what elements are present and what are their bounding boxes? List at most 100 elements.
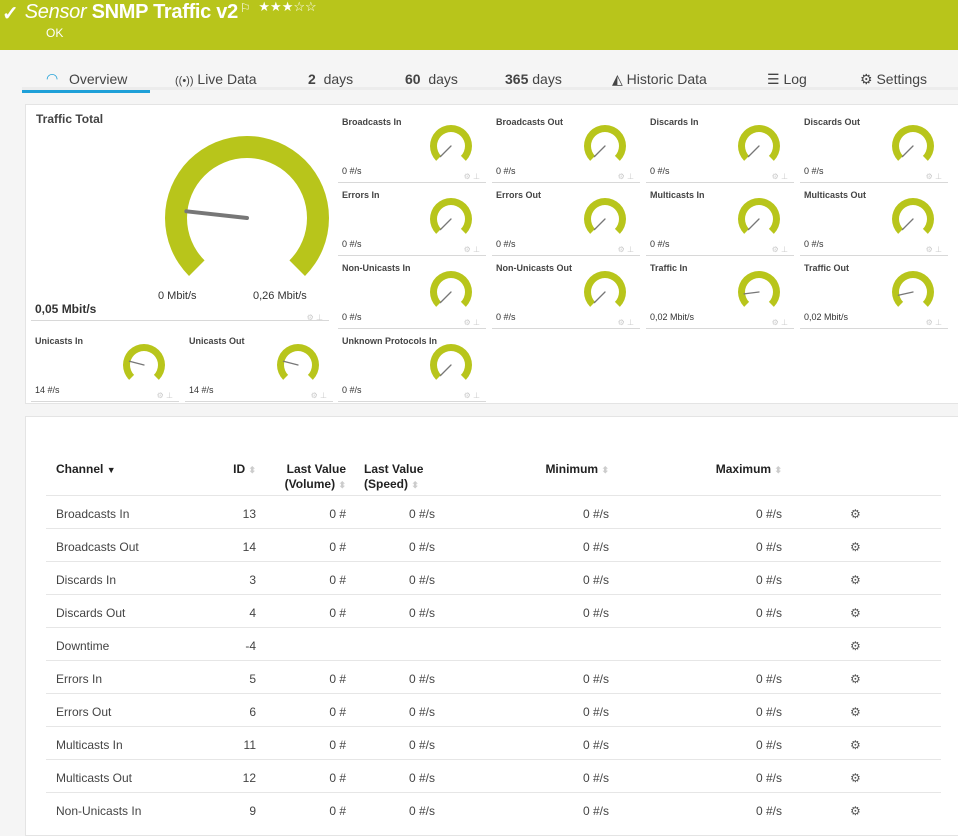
cell-channel[interactable]: Multicasts Out bbox=[46, 758, 196, 792]
col-maximum[interactable]: Maximum ⬍ bbox=[609, 450, 782, 495]
tab-60-days[interactable]: 60 days bbox=[405, 71, 458, 87]
cell-speed: 0 #/s bbox=[346, 758, 435, 792]
gauge-needle bbox=[897, 291, 914, 296]
cell-channel[interactable]: Errors Out bbox=[46, 692, 196, 726]
channel-settings-icon[interactable]: ⚙ bbox=[782, 692, 941, 726]
cell-channel[interactable]: Errors In bbox=[46, 659, 196, 693]
mini-gauge bbox=[584, 271, 626, 307]
table-row[interactable]: Errors In 5 0 # 0 #/s 0 #/s 0 #/s ⚙ bbox=[46, 659, 941, 693]
gauge-name: Traffic Out bbox=[804, 263, 850, 273]
gauge-tools-icons[interactable]: ⚙ ⊥ bbox=[771, 172, 788, 181]
gauge-tools-icons[interactable]: ⚙ ⊥ bbox=[156, 391, 173, 400]
gauge-needle bbox=[747, 145, 760, 158]
gauge-value: 0 #/s bbox=[342, 385, 362, 395]
table-row[interactable]: Errors Out 6 0 # 0 #/s 0 #/s 0 #/s ⚙ bbox=[46, 692, 941, 726]
cell-volume: 0 # bbox=[256, 494, 346, 528]
sensor-title: Sensor SNMP Traffic v2 ⚐ bbox=[25, 1, 251, 24]
table-row[interactable]: Discards Out 4 0 # 0 #/s 0 #/s 0 #/s ⚙ bbox=[46, 593, 941, 627]
flag-icon[interactable]: ⚐ bbox=[239, 1, 251, 15]
gauge-card[interactable]: Broadcasts In 0 #/s ⚙ ⊥ bbox=[338, 114, 486, 183]
gauge-tools-icons[interactable]: ⚙ ⊥ bbox=[463, 172, 480, 181]
channel-settings-icon[interactable]: ⚙ bbox=[782, 626, 941, 660]
channel-settings-icon[interactable]: ⚙ bbox=[782, 494, 941, 528]
tab-settings[interactable]: ⚙ Settings bbox=[860, 71, 927, 88]
gauge-tools-icons[interactable]: ⚙ ⊥ bbox=[771, 318, 788, 327]
gauge-tools-icons[interactable]: ⚙ ⊥ bbox=[925, 318, 942, 327]
cell-channel[interactable]: Broadcasts In bbox=[46, 494, 196, 528]
gauge-arc bbox=[738, 271, 780, 307]
tab-2-days[interactable]: 2 days bbox=[308, 71, 353, 87]
cell-channel[interactable]: Discards In bbox=[46, 560, 196, 594]
gauge-card[interactable]: Broadcasts Out 0 #/s ⚙ ⊥ bbox=[492, 114, 640, 183]
tab-log[interactable]: ☰ Log bbox=[767, 71, 807, 88]
cell-id: 5 bbox=[196, 659, 256, 693]
priority-stars[interactable]: ★★★☆☆ bbox=[258, 0, 317, 14]
gauge-tools-icons[interactable]: ⚙ ⊥ bbox=[306, 313, 323, 322]
cell-id: 11 bbox=[196, 725, 256, 759]
gauge-tools-icons[interactable]: ⚙ ⊥ bbox=[617, 245, 634, 254]
tab-live-data[interactable]: ((•)) Live Data bbox=[175, 71, 257, 87]
channel-settings-icon[interactable]: ⚙ bbox=[782, 791, 941, 825]
cell-channel[interactable]: Multicasts In bbox=[46, 725, 196, 759]
tab-num: 2 bbox=[308, 71, 316, 87]
gauge-card[interactable]: Unicasts Out 14 #/s ⚙ ⊥ bbox=[185, 333, 333, 402]
tab-365-days[interactable]: 365 days bbox=[505, 71, 562, 87]
gauge-card[interactable]: Unknown Protocols In 0 #/s ⚙ ⊥ bbox=[338, 333, 486, 402]
gauge-tools-icons[interactable]: ⚙ ⊥ bbox=[463, 318, 480, 327]
gauge-tools-icons[interactable]: ⚙ ⊥ bbox=[463, 391, 480, 400]
gauge-tools-icons[interactable]: ⚙ ⊥ bbox=[310, 391, 327, 400]
cell-channel[interactable]: Non-Unicasts In bbox=[46, 791, 196, 825]
gauge-card[interactable]: Non-Unicasts In 0 #/s ⚙ ⊥ bbox=[338, 260, 486, 329]
gauge-tools-icons[interactable]: ⚙ ⊥ bbox=[925, 172, 942, 181]
gauge-card[interactable]: Traffic Out 0,02 Mbit/s ⚙ ⊥ bbox=[800, 260, 948, 329]
table-row[interactable]: Broadcasts In 13 0 # 0 #/s 0 #/s 0 #/s ⚙ bbox=[46, 494, 941, 528]
broadcast-icon: ((•)) bbox=[175, 75, 194, 87]
table-row[interactable]: Multicasts In 11 0 # 0 #/s 0 #/s 0 #/s ⚙ bbox=[46, 725, 941, 759]
gauge-card[interactable]: Traffic In 0,02 Mbit/s ⚙ ⊥ bbox=[646, 260, 794, 329]
channel-settings-icon[interactable]: ⚙ bbox=[782, 593, 941, 627]
col-minimum[interactable]: Minimum ⬍ bbox=[435, 450, 609, 495]
channels-table: Channel ▼ ID ⬍ Last Value (Volume) ⬍ Last… bbox=[46, 450, 941, 825]
cell-volume: 0 # bbox=[256, 593, 346, 627]
gauge-card[interactable]: Discards Out 0 #/s ⚙ ⊥ bbox=[800, 114, 948, 183]
tab-overview[interactable]: ◠ Overview bbox=[22, 70, 150, 93]
cell-channel[interactable]: Downtime bbox=[46, 626, 196, 660]
gauge-tools-icons[interactable]: ⚙ ⊥ bbox=[771, 245, 788, 254]
channel-settings-icon[interactable]: ⚙ bbox=[782, 659, 941, 693]
gauge-card[interactable]: Errors Out 0 #/s ⚙ ⊥ bbox=[492, 187, 640, 256]
gauge-card[interactable]: Discards In 0 #/s ⚙ ⊥ bbox=[646, 114, 794, 183]
cell-speed: 0 #/s bbox=[346, 593, 435, 627]
mini-gauge bbox=[430, 344, 472, 380]
gauge-tools-icons[interactable]: ⚙ ⊥ bbox=[617, 318, 634, 327]
gauge-card[interactable]: Multicasts Out 0 #/s ⚙ ⊥ bbox=[800, 187, 948, 256]
table-row[interactable]: Broadcasts Out 14 0 # 0 #/s 0 #/s 0 #/s … bbox=[46, 527, 941, 561]
gauge-card[interactable]: Multicasts In 0 #/s ⚙ ⊥ bbox=[646, 187, 794, 256]
gauge-value: 0,02 Mbit/s bbox=[804, 312, 849, 322]
gauge-card[interactable]: Non-Unicasts Out 0 #/s ⚙ ⊥ bbox=[492, 260, 640, 329]
channel-settings-icon[interactable]: ⚙ bbox=[782, 758, 941, 792]
gauge-tools-icons[interactable]: ⚙ ⊥ bbox=[925, 245, 942, 254]
gauge-tools-icons[interactable]: ⚙ ⊥ bbox=[617, 172, 634, 181]
channel-settings-icon[interactable]: ⚙ bbox=[782, 527, 941, 561]
channel-settings-icon[interactable]: ⚙ bbox=[782, 560, 941, 594]
gauge-tools-icons[interactable]: ⚙ ⊥ bbox=[463, 245, 480, 254]
gauge-card-traffic-total[interactable]: Traffic Total 0 Mbit/s 0,26 Mbit/s 0,05 … bbox=[31, 110, 329, 322]
table-row[interactable]: Multicasts Out 12 0 # 0 #/s 0 #/s 0 #/s … bbox=[46, 758, 941, 792]
tab-historic-data[interactable]: ◭ Historic Data bbox=[612, 71, 707, 88]
gauge-value: 14 #/s bbox=[189, 385, 214, 395]
gauge-card[interactable]: Errors In 0 #/s ⚙ ⊥ bbox=[338, 187, 486, 256]
col-last-value-speed[interactable]: Last Value (Speed) ⬍ bbox=[346, 450, 435, 495]
col-id[interactable]: ID ⬍ bbox=[196, 450, 256, 495]
table-row[interactable]: Discards In 3 0 # 0 #/s 0 #/s 0 #/s ⚙ bbox=[46, 560, 941, 594]
table-row[interactable]: Non-Unicasts In 9 0 # 0 #/s 0 #/s 0 #/s … bbox=[46, 791, 941, 825]
header-label: Channel bbox=[56, 462, 104, 476]
col-channel[interactable]: Channel ▼ bbox=[46, 450, 196, 495]
gauge-card[interactable]: Unicasts In 14 #/s ⚙ ⊥ bbox=[31, 333, 179, 402]
table-row[interactable]: Downtime -4 ⚙ bbox=[46, 626, 941, 660]
channel-settings-icon[interactable]: ⚙ bbox=[782, 725, 941, 759]
col-last-value-volume[interactable]: Last Value (Volume) ⬍ bbox=[256, 450, 346, 495]
cell-channel[interactable]: Discards Out bbox=[46, 593, 196, 627]
cell-channel[interactable]: Broadcasts Out bbox=[46, 527, 196, 561]
mini-gauge bbox=[277, 344, 319, 380]
sensor-title-row: ✓ Sensor SNMP Traffic v2 ⚐ ★★★☆☆ bbox=[2, 0, 317, 26]
